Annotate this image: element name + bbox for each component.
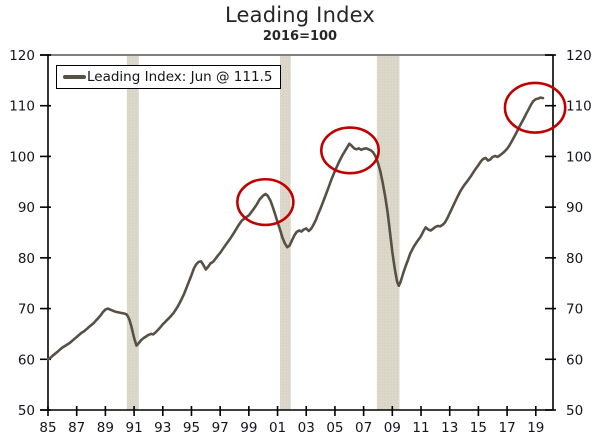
chart-subtitle: 2016=100 <box>262 29 338 44</box>
legend-label: Leading Index: Jun @ 111.5 <box>87 69 273 85</box>
leading-index-series-line <box>46 96 545 361</box>
y-tick-label-right: 110 <box>566 99 592 115</box>
y-tick-label-right: 50 <box>566 403 583 419</box>
y-tick-label-left: 60 <box>18 352 35 368</box>
x-tick-label: 87 <box>68 420 85 436</box>
y-tick-label-left: 70 <box>18 302 35 318</box>
y-tick-label-right: 60 <box>566 352 583 368</box>
y-tick-label-right: 90 <box>566 200 583 216</box>
peak-highlight-circle <box>236 177 295 227</box>
x-tick-label: 85 <box>39 420 56 436</box>
y-tick-label-right: 100 <box>566 149 592 165</box>
peak-highlight-circle <box>503 81 567 134</box>
x-tick-label: 03 <box>298 420 315 436</box>
x-tick-label: 09 <box>384 420 401 436</box>
x-tick-label: 89 <box>97 420 114 436</box>
y-tick-label-left: 120 <box>9 48 35 64</box>
x-tick-label: 19 <box>527 420 544 436</box>
peak-highlight-circle <box>320 126 380 175</box>
y-tick-label-right: 120 <box>566 48 592 64</box>
recession-band <box>279 55 291 410</box>
chart-title: Leading Index <box>224 3 375 27</box>
y-tick-label-right: 70 <box>566 302 583 318</box>
series-line-swatch-icon <box>63 75 86 79</box>
recession-band <box>376 55 400 410</box>
y-tick-label-left: 80 <box>18 251 35 267</box>
x-tick-label: 91 <box>125 420 142 436</box>
x-tick-label: 17 <box>498 420 515 436</box>
y-tick-label-right: 80 <box>566 251 583 267</box>
x-tick-label: 01 <box>269 420 286 436</box>
x-tick-label: 95 <box>183 420 200 436</box>
y-tick-label-left: 100 <box>9 149 35 165</box>
recession-band <box>126 55 139 410</box>
y-tick-label-left: 110 <box>9 99 35 115</box>
x-tick-label: 99 <box>240 420 257 436</box>
x-tick-label: 97 <box>212 420 229 436</box>
x-tick-label: 15 <box>470 420 487 436</box>
legend-box: Leading Index: Jun @ 111.5 <box>56 65 282 89</box>
y-tick-label-left: 90 <box>18 200 35 216</box>
x-tick-label: 05 <box>326 420 343 436</box>
y-tick-label-left: 50 <box>18 403 35 419</box>
x-tick-label: 93 <box>154 420 171 436</box>
x-tick-label: 07 <box>355 420 372 436</box>
x-tick-label: 11 <box>412 420 429 436</box>
x-tick-label: 13 <box>441 420 458 436</box>
